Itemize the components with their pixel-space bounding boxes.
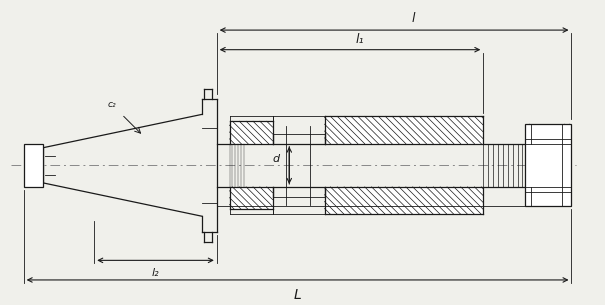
Bar	[324, 116, 483, 144]
Bar	[229, 187, 273, 210]
Bar	[324, 187, 483, 214]
Bar	[24, 144, 44, 187]
Text: d: d	[272, 154, 279, 164]
Text: c₂: c₂	[108, 100, 116, 109]
Text: l: l	[412, 12, 416, 25]
Text: l₂: l₂	[152, 268, 159, 278]
Text: L: L	[293, 288, 301, 302]
Bar	[525, 124, 572, 206]
Text: l₁: l₁	[356, 33, 364, 46]
Bar	[229, 121, 273, 144]
